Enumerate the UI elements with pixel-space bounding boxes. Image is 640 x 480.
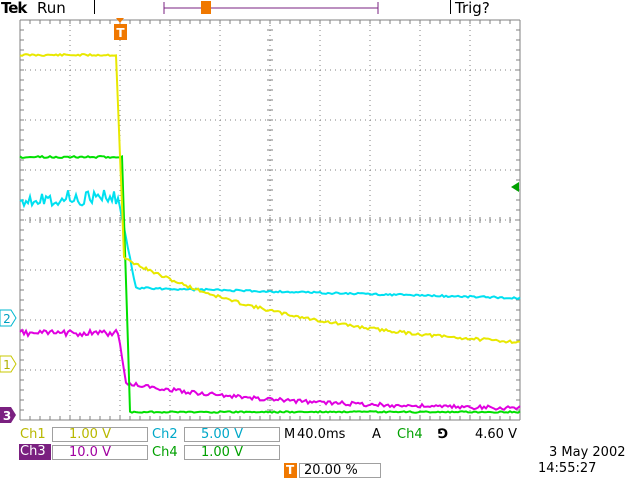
svg-text:3: 3 — [3, 409, 11, 423]
trigger-source: Ch4 — [397, 427, 423, 442]
trace-ch3 — [19, 327, 521, 411]
ch3-label: Ch3 — [20, 444, 46, 459]
trace-ch2 — [19, 188, 521, 300]
trigger-mode: A — [372, 427, 381, 442]
ch1-scale-box: 1.00 V — [52, 427, 148, 442]
time-label: 14:55:27 — [538, 461, 597, 476]
top-divider — [94, 0, 95, 14]
ch3-label-bg: Ch3 — [19, 444, 51, 460]
timebase-value: 40.0ms — [297, 427, 346, 442]
trace-ch4 — [19, 154, 521, 414]
trigger-status: Trig? — [455, 0, 490, 17]
ch3-scale-box: 10.0 V — [52, 445, 148, 460]
svg-text:2: 2 — [3, 312, 11, 326]
ch2-scale-box: 5.00 V — [184, 427, 280, 442]
ch1-ground-marker: 1 — [0, 355, 17, 373]
settings-readout: Ch1 1.00 V Ch2 5.00 V M 40.0ms A Ch4 ⅁ 4… — [0, 424, 640, 480]
top-status-bar: Tek Run Trig? — [0, 0, 640, 20]
trace-ch1 — [19, 52, 521, 345]
trigger-position: 20.00 % — [304, 463, 358, 478]
ch3-ground-marker: 3 — [0, 407, 16, 423]
ch2-label: Ch2 — [152, 427, 178, 442]
ch3-scale: 10.0 V — [69, 445, 111, 460]
date-label: 3 May 2002 — [549, 445, 626, 460]
ch2-scale: 5.00 V — [201, 427, 243, 442]
svg-text:T: T — [116, 26, 125, 40]
t-marker-icon — [201, 1, 211, 14]
trigger-position-marker: T — [114, 18, 127, 40]
trigger-position-box: 20.00 % — [299, 463, 381, 478]
acquisition-status: Run — [37, 0, 66, 17]
ch1-label: Ch1 — [20, 427, 46, 442]
svg-text:1: 1 — [3, 358, 11, 372]
top-divider — [450, 0, 451, 14]
ch2-ground-marker: 2 — [0, 309, 17, 327]
t-marker-icon: T — [284, 463, 297, 478]
record-position-indicator — [163, 1, 379, 14]
trigger-level: 4.60 V — [475, 427, 517, 442]
ch1-scale: 1.00 V — [69, 427, 111, 442]
left-arrow-icon — [511, 182, 519, 192]
ch4-scale-box: 1.00 V — [184, 445, 280, 460]
timebase-prefix: M — [284, 427, 296, 442]
ch4-scale: 1.00 V — [201, 445, 243, 460]
brand-label: Tek — [1, 0, 27, 17]
graticule — [19, 19, 521, 421]
ch4-label: Ch4 — [152, 445, 178, 460]
falling-edge-icon: ⅁ — [438, 427, 449, 442]
